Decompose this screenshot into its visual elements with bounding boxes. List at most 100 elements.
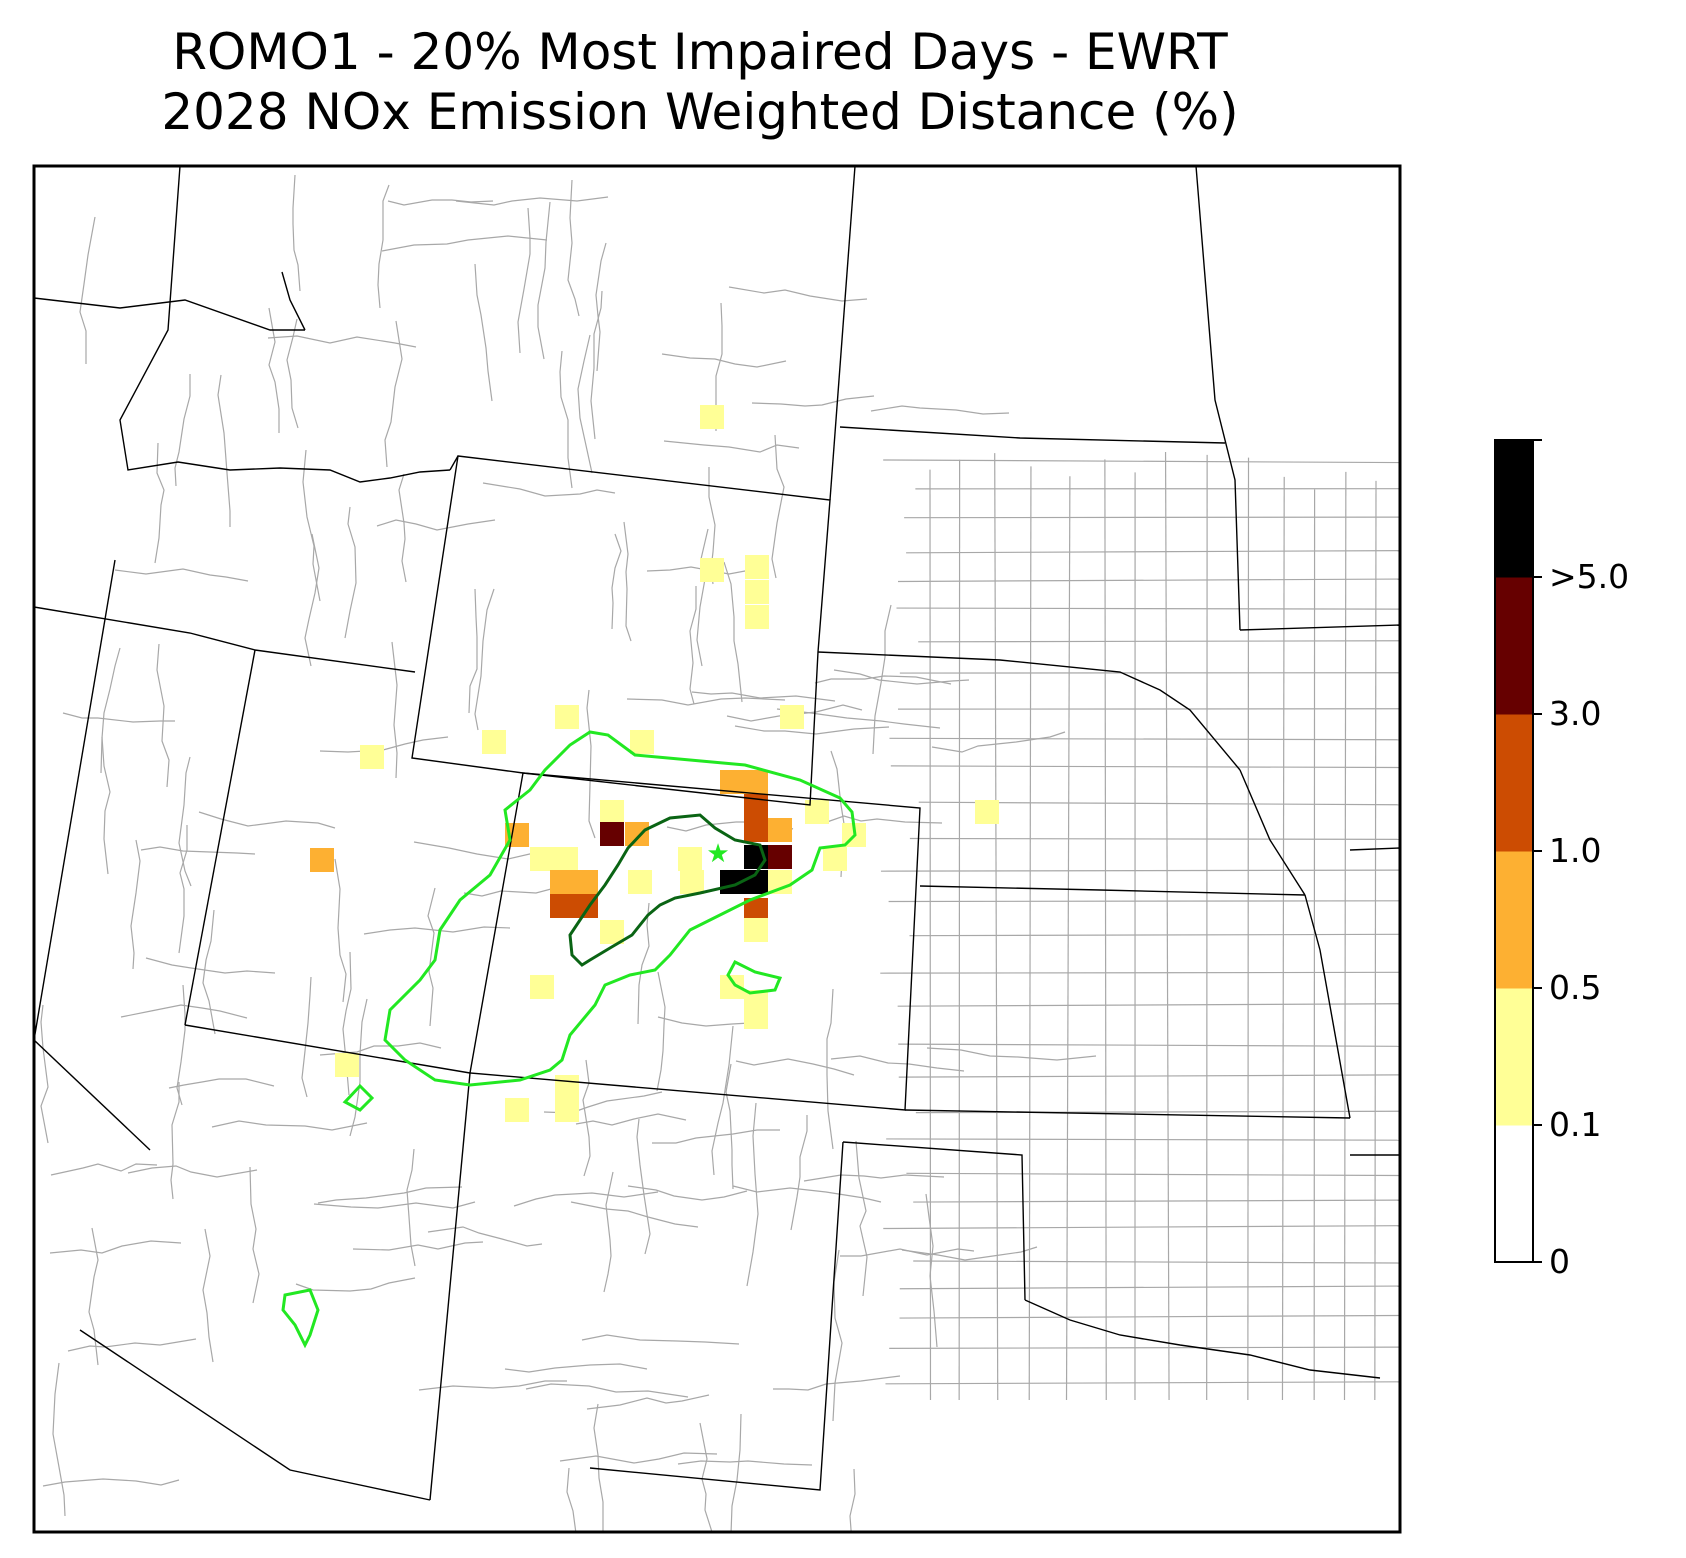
county-line [67, 1338, 197, 1352]
county-line [931, 731, 1066, 753]
impact-cell [768, 818, 792, 842]
impact-cell [700, 558, 724, 582]
county-line [202, 909, 216, 1035]
county-line [870, 405, 1010, 415]
county-line [896, 607, 1400, 610]
county-line [889, 737, 1400, 741]
county-line [586, 1394, 710, 1410]
county-line [691, 691, 836, 702]
county-line [49, 1240, 182, 1254]
impact-cell [823, 847, 847, 871]
county-line [1164, 452, 1170, 1401]
county-line [656, 971, 666, 1092]
state-line-or-nv [34, 606, 256, 651]
county-line [897, 1003, 1400, 1007]
county-line [145, 957, 276, 974]
colorbar [1494, 439, 1542, 1263]
county-line [926, 1047, 1097, 1061]
impact-cells [310, 405, 999, 1122]
county-line [50, 1163, 158, 1176]
county-line [734, 725, 890, 735]
county-line [301, 976, 312, 1098]
county-line [268, 307, 280, 433]
colorbar-tick-label: 0.5 [1549, 968, 1602, 1007]
colorbar-bin [1495, 988, 1533, 1126]
colorbar-tick-label: 3.0 [1549, 694, 1602, 733]
county-line [611, 533, 622, 630]
county-line [178, 825, 188, 954]
county-line [304, 533, 320, 667]
state-line-ca-nv [34, 559, 116, 1041]
impact-cell [600, 822, 624, 846]
county-line [689, 586, 697, 705]
state-line-ok-tx [1024, 1299, 1381, 1379]
county-line [909, 837, 1400, 840]
county-line [174, 374, 191, 487]
county-line [627, 1185, 748, 1201]
colorbar-tick-label: 1.0 [1549, 831, 1602, 870]
county-line [154, 442, 165, 564]
impact-cell [554, 847, 578, 871]
impact-cell [780, 705, 804, 729]
impact-cell [744, 770, 768, 794]
impact-cell [628, 870, 652, 894]
state-line-id-ut [254, 649, 416, 673]
state-line-ok-panhandle [842, 1141, 1026, 1301]
county-line [217, 374, 231, 527]
county-line [586, 689, 596, 839]
county-line [849, 1468, 856, 1532]
county-line [880, 869, 1400, 872]
state-line-ks-ok [904, 1109, 1351, 1119]
county-line [826, 815, 943, 824]
county-line [663, 440, 800, 453]
county-line [267, 335, 417, 348]
county-line [101, 736, 111, 875]
county-line [570, 1201, 699, 1228]
county-line [575, 1113, 687, 1126]
county-line [559, 1452, 718, 1464]
impact-cell [555, 1075, 579, 1099]
county-line [899, 1314, 1400, 1319]
county-line [170, 1082, 180, 1200]
county-line [1065, 476, 1071, 1401]
county-line [590, 290, 603, 440]
colorbar-bin [1495, 851, 1533, 989]
border-az-mexico [79, 1329, 431, 1501]
county-line [474, 263, 493, 402]
impact-cell [744, 1005, 768, 1029]
county-line [525, 1383, 689, 1398]
state-line-junction [449, 455, 459, 471]
impact-cell [630, 730, 654, 754]
impact-cell [744, 818, 768, 842]
county-line [581, 1334, 740, 1345]
impact-cell [680, 870, 704, 894]
county-line [728, 286, 868, 302]
map-area: ★ [34, 166, 1400, 1532]
outer-contour-small-east [726, 960, 783, 995]
county-line [886, 1138, 1400, 1141]
county-line [832, 1249, 843, 1422]
county-line [249, 1166, 260, 1304]
county-line [661, 353, 787, 368]
county-line [898, 578, 1400, 583]
county-line [211, 1120, 368, 1131]
impact-cell [700, 405, 724, 429]
county-line [915, 1110, 1400, 1114]
county-line [504, 1363, 648, 1373]
county-line [377, 184, 390, 309]
county-line [455, 196, 609, 206]
county-line [319, 736, 449, 753]
state-line-wa-or [34, 297, 305, 331]
county-line [909, 933, 1400, 937]
county-line [773, 1375, 901, 1391]
county-line [898, 1043, 1400, 1047]
county-line [352, 1241, 484, 1251]
chart-title: ROMO1 - 20% Most Impaired Days - EWRT 20… [0, 22, 1400, 142]
impact-cell [505, 1098, 529, 1122]
county-line [398, 473, 407, 583]
county-line [130, 839, 141, 970]
county-line [387, 199, 494, 206]
county-line [899, 1285, 1400, 1290]
county-line [52, 1362, 66, 1517]
